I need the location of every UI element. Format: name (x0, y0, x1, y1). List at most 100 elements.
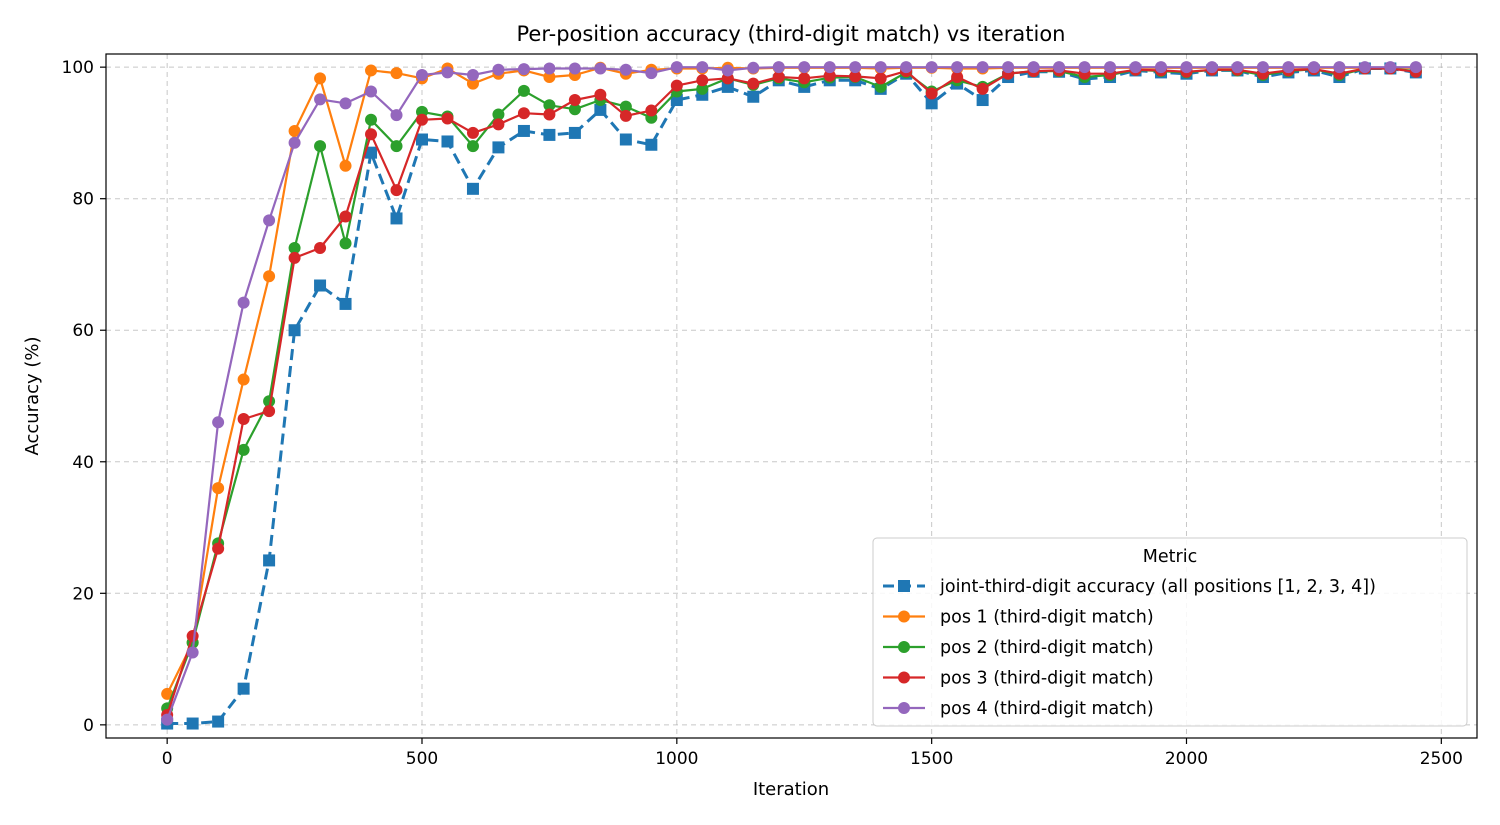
data-point (441, 66, 454, 79)
data-point (365, 64, 378, 77)
data-point (237, 296, 250, 309)
data-point (951, 71, 964, 84)
data-point (314, 93, 327, 106)
data-point (645, 67, 658, 80)
data-point (441, 135, 454, 148)
data-point (976, 94, 989, 107)
legend-entry: pos 2 (third-digit match) (883, 638, 1154, 658)
data-point (237, 682, 250, 695)
data-point (314, 72, 327, 85)
data-point (619, 63, 632, 76)
data-point (212, 416, 225, 429)
legend-label: pos 3 (third-digit match) (940, 669, 1154, 689)
data-point (747, 77, 760, 90)
legend-entry: joint-third-digit accuracy (all position… (883, 577, 1376, 597)
data-point (696, 61, 709, 74)
data-point (339, 237, 352, 250)
data-point (1155, 61, 1168, 74)
data-point (747, 61, 760, 74)
data-point (390, 140, 403, 153)
data-point (543, 108, 556, 121)
legend-label: pos 4 (third-digit match) (940, 699, 1154, 719)
data-point (415, 113, 428, 126)
data-point (288, 136, 301, 149)
data-point (619, 133, 632, 146)
data-point (670, 94, 683, 107)
data-point (314, 140, 327, 153)
data-point (186, 717, 199, 730)
data-point (670, 61, 683, 74)
data-point (849, 61, 862, 74)
data-point (390, 109, 403, 122)
data-point (186, 630, 199, 643)
data-point (517, 124, 530, 137)
y-tick-label: 20 (72, 584, 94, 604)
data-point (492, 108, 505, 121)
series-layer (161, 61, 1422, 730)
data-point (237, 443, 250, 456)
data-point (161, 713, 174, 726)
data-point (390, 67, 403, 80)
data-point (492, 141, 505, 154)
data-point (568, 94, 581, 107)
data-point (517, 63, 530, 76)
x-tick-label: 500 (406, 749, 438, 769)
axis-ticks: 0 500 1000 1500 2000 2500 0 20 40 60 80 100 (62, 58, 1463, 769)
legend-entry: pos 3 (third-digit match) (883, 669, 1154, 689)
data-point (1231, 61, 1244, 74)
data-point (874, 72, 887, 85)
data-point (619, 109, 632, 122)
legend-label: pos 2 (third-digit match) (940, 638, 1154, 658)
data-point (263, 554, 276, 567)
data-point (925, 87, 938, 100)
data-point (1282, 61, 1295, 74)
x-axis-label: Iteration (753, 779, 829, 800)
data-point (568, 103, 581, 116)
x-tick-label: 0 (162, 749, 173, 769)
data-point (492, 63, 505, 76)
data-point (1256, 61, 1269, 74)
data-point (161, 687, 174, 700)
data-point (568, 126, 581, 139)
data-point (1205, 61, 1218, 74)
data-point (823, 69, 836, 82)
data-point (543, 71, 556, 84)
data-point (212, 482, 225, 495)
data-point (466, 77, 479, 90)
data-point (543, 99, 556, 112)
data-point (925, 61, 938, 74)
data-point (951, 61, 964, 74)
y-tick-label: 0 (83, 716, 94, 736)
data-point (1104, 61, 1117, 74)
plot-frame (105, 53, 1478, 739)
data-point (543, 128, 556, 141)
data-point (772, 71, 785, 84)
data-point (212, 715, 225, 728)
data-point (237, 413, 250, 426)
data-point (1409, 61, 1422, 74)
legend-box (872, 537, 1468, 727)
data-point (339, 159, 352, 172)
data-point (1078, 61, 1091, 74)
data-point (798, 72, 811, 85)
legend-entries: joint-third-digit accuracy (all position… (883, 577, 1376, 719)
data-point (492, 118, 505, 131)
data-point (263, 214, 276, 227)
data-point (365, 128, 378, 141)
data-point (1129, 61, 1142, 74)
data-point (976, 82, 989, 95)
data-point (339, 297, 352, 310)
legend-marker (898, 610, 910, 623)
data-point (466, 182, 479, 195)
data-point (568, 62, 581, 75)
legend-marker (898, 671, 910, 684)
data-point (517, 84, 530, 97)
data-point (721, 80, 734, 93)
data-point (288, 251, 301, 264)
legend-marker (898, 702, 910, 714)
data-point (823, 61, 836, 74)
data-point (390, 212, 403, 225)
data-point (619, 100, 632, 113)
data-point (1027, 61, 1040, 74)
